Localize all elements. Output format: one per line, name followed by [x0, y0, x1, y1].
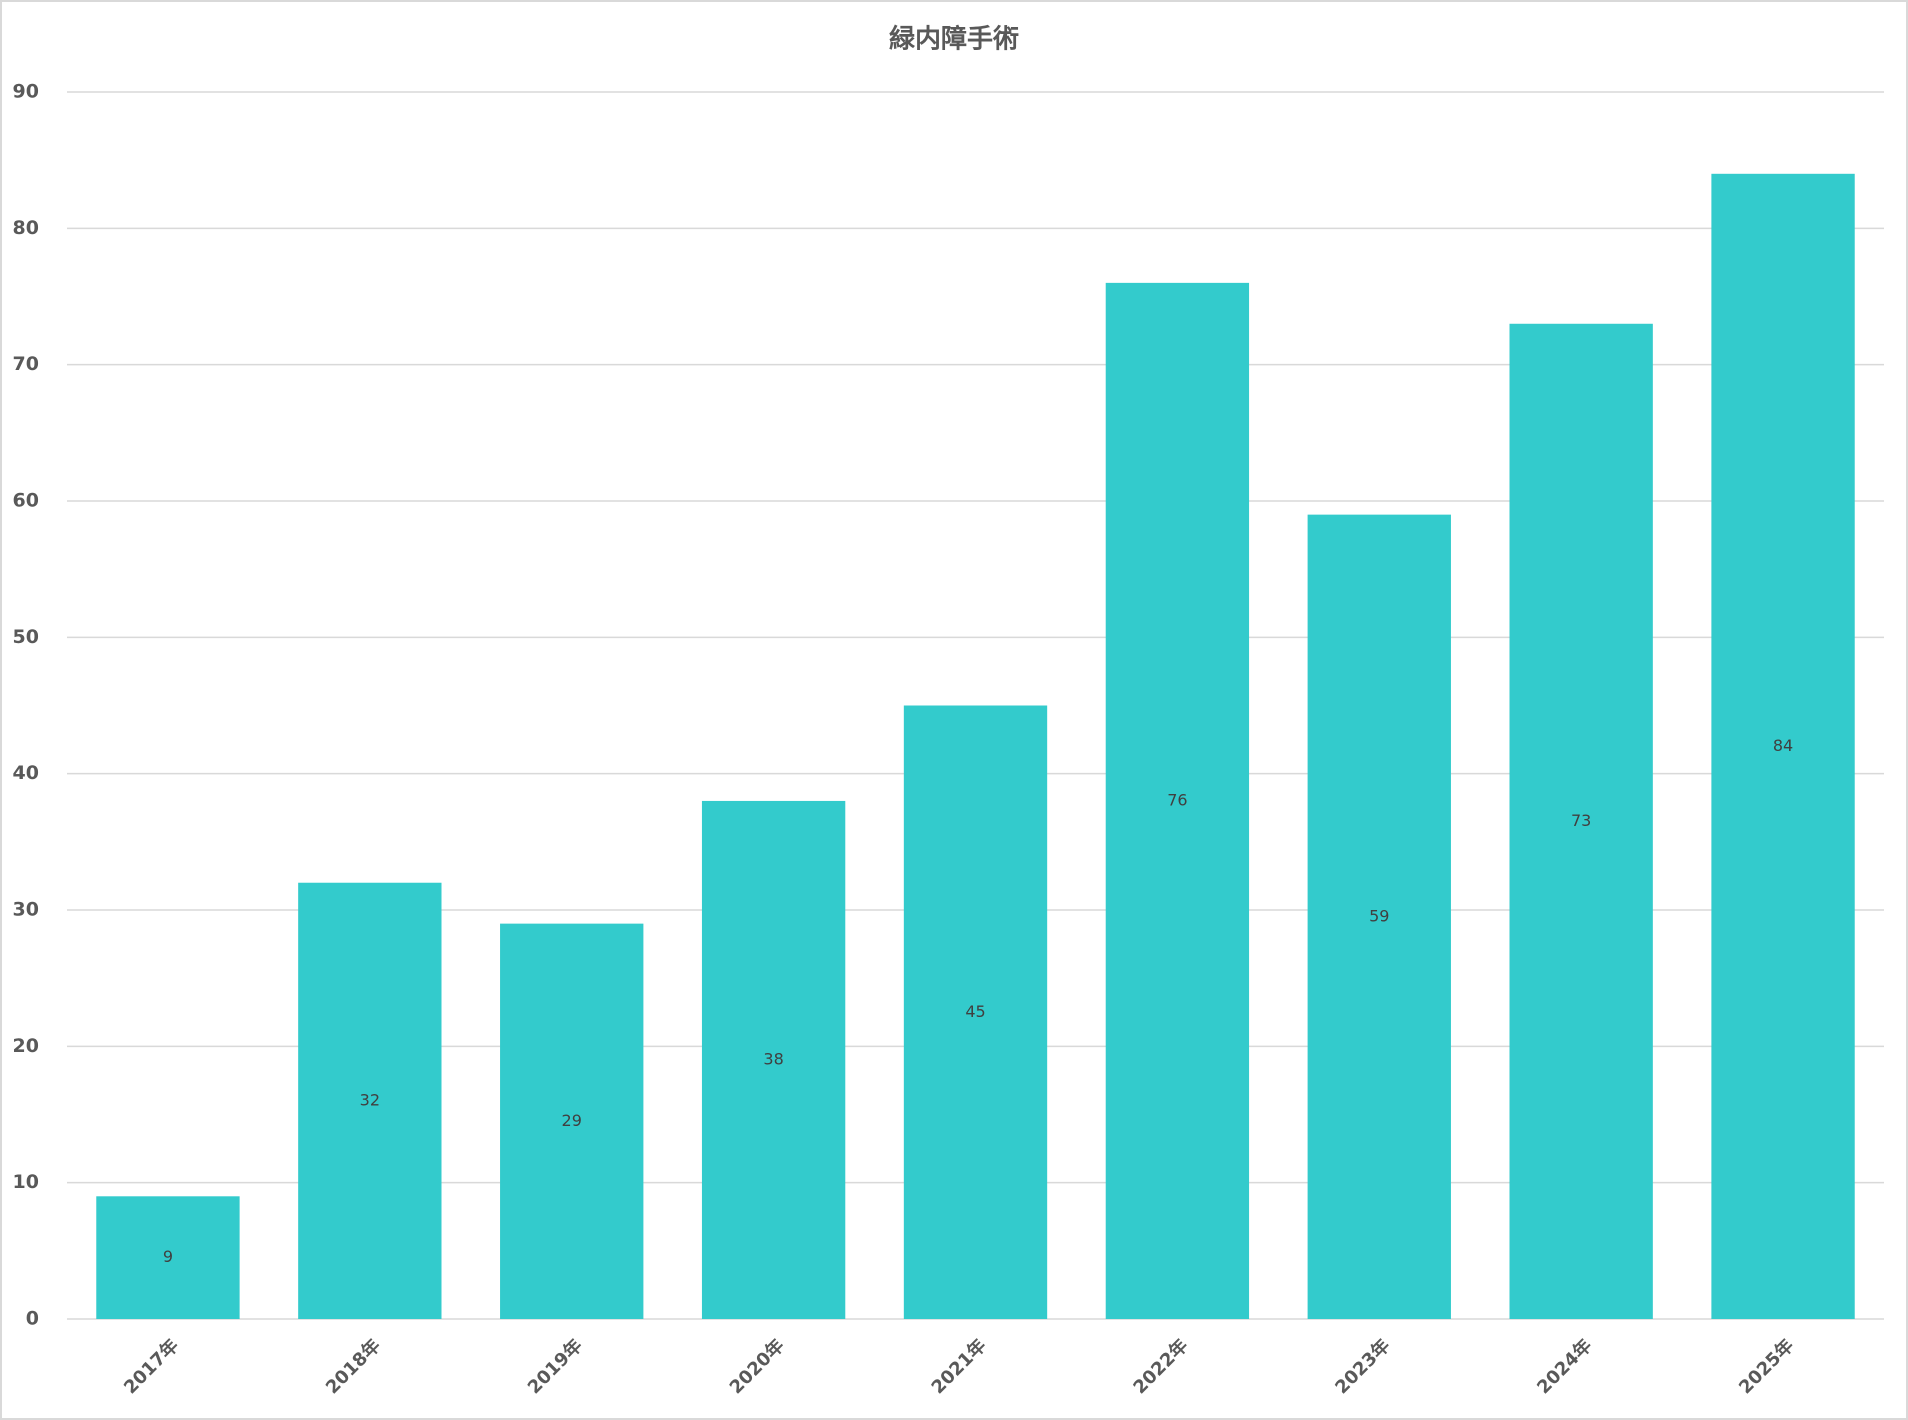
- data-label: 76: [1167, 790, 1187, 809]
- y-tick-label: 0: [26, 1308, 39, 1330]
- y-tick-label: 40: [13, 762, 39, 784]
- y-tick-label: 20: [13, 1035, 39, 1057]
- data-label: 84: [1773, 736, 1793, 755]
- data-label: 9: [163, 1247, 173, 1266]
- y-tick-label: 30: [13, 899, 39, 921]
- data-label: 45: [965, 1002, 985, 1021]
- data-label: 32: [360, 1090, 380, 1109]
- data-label: 73: [1571, 811, 1591, 830]
- bar: [1307, 514, 1451, 1319]
- data-label: 29: [562, 1111, 582, 1130]
- data-label: 38: [763, 1049, 783, 1068]
- bar: [701, 800, 846, 1319]
- y-tick-label: 10: [13, 1171, 39, 1193]
- bar: [903, 705, 1048, 1319]
- y-tick-label: 50: [13, 626, 39, 648]
- y-tick-label: 90: [13, 81, 39, 103]
- data-label: 59: [1369, 906, 1389, 925]
- y-tick-label: 80: [13, 217, 39, 239]
- bar: [1105, 282, 1250, 1319]
- y-tick-label: 70: [13, 353, 39, 375]
- bar: [1509, 323, 1653, 1319]
- bar: [1711, 173, 1855, 1319]
- bar: [96, 1196, 240, 1319]
- y-tick-label: 60: [13, 490, 39, 512]
- bar: [298, 882, 442, 1319]
- bar: [500, 923, 644, 1319]
- chart-title: 緑内障手術: [889, 24, 1019, 55]
